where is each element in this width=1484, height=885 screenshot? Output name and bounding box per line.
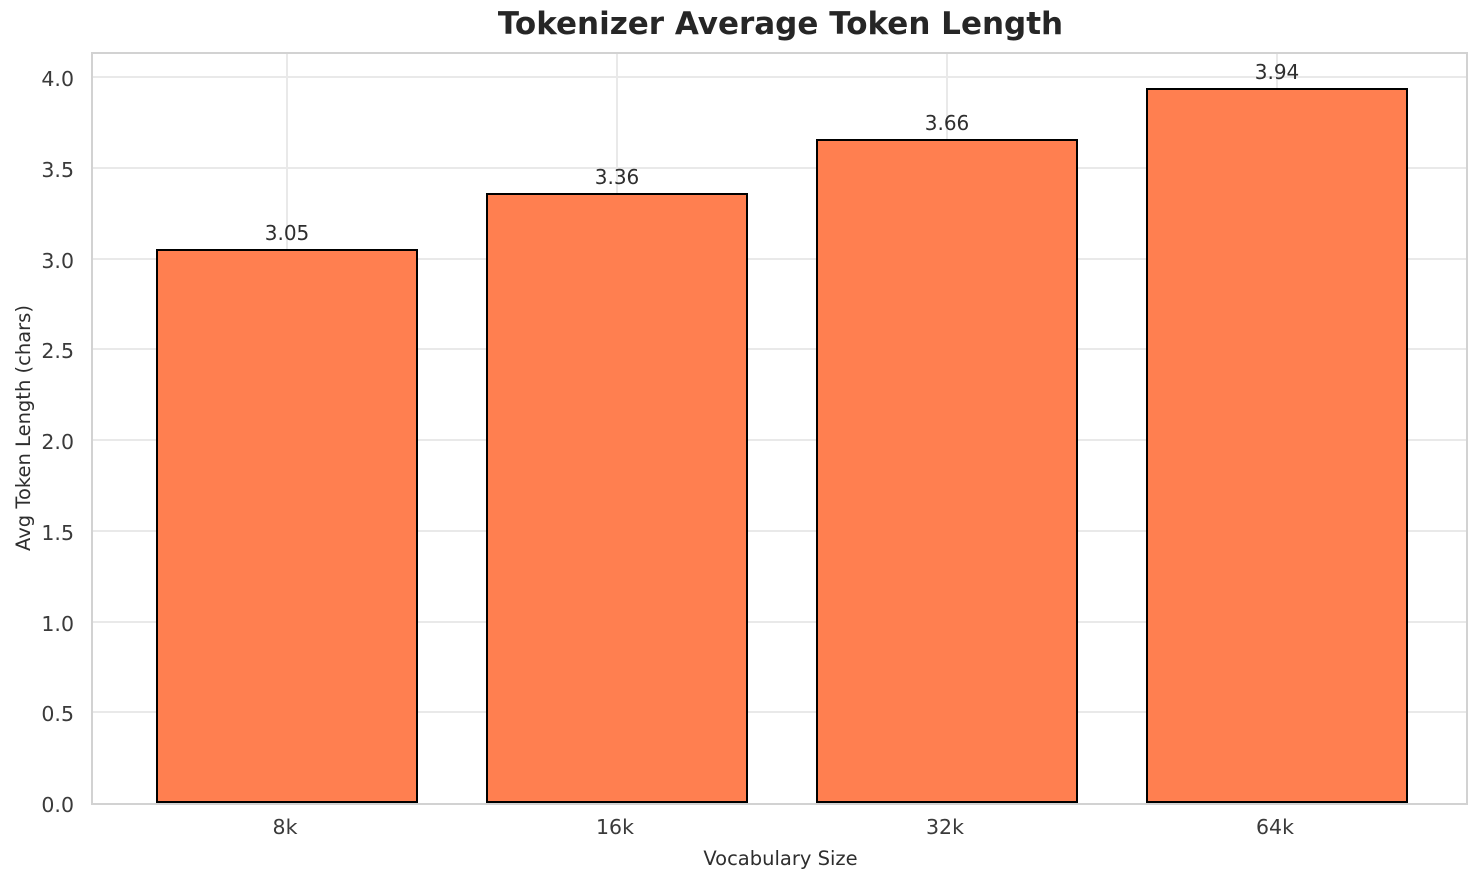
h-gridline xyxy=(93,348,1466,350)
h-gridline xyxy=(93,76,1466,78)
x-axis-label: Vocabulary Size xyxy=(703,847,858,870)
bar-value-label: 3.05 xyxy=(264,221,310,245)
y-tick-label: 1.5 xyxy=(41,521,74,545)
y-tick-label: 4.0 xyxy=(41,67,74,91)
chart-title: Tokenizer Average Token Length xyxy=(497,6,1064,42)
h-gridline xyxy=(93,258,1466,260)
bar-8k xyxy=(156,249,418,803)
x-tick-label: 16k xyxy=(596,815,634,839)
h-gridline xyxy=(93,621,1466,623)
h-gridline xyxy=(93,167,1466,169)
bar-64k xyxy=(1146,88,1408,803)
y-tick-label: 3.0 xyxy=(41,249,74,273)
h-gridline xyxy=(93,439,1466,441)
y-tick-label: 3.5 xyxy=(41,158,74,182)
y-tick-label: 0.0 xyxy=(41,793,74,817)
x-tick-label: 64k xyxy=(1256,815,1294,839)
y-tick-label: 0.5 xyxy=(41,702,74,726)
bar-value-label: 3.66 xyxy=(924,111,970,135)
y-tick-label: 2.0 xyxy=(41,430,74,454)
bar-16k xyxy=(486,193,748,803)
bar-32k xyxy=(816,139,1078,803)
y-tick-label: 1.0 xyxy=(41,612,74,636)
bar-value-label: 3.36 xyxy=(594,165,640,189)
bar-value-label: 3.94 xyxy=(1254,60,1300,84)
x-tick-label: 32k xyxy=(926,815,964,839)
h-gridline xyxy=(93,530,1466,532)
plot-area: 3.05 3.36 3.66 3.94 xyxy=(91,52,1468,805)
y-tick-label: 2.5 xyxy=(41,339,74,363)
x-tick-label: 8k xyxy=(272,815,298,839)
h-gridline xyxy=(93,711,1466,713)
y-axis-label: Avg Token Length (chars) xyxy=(12,305,35,551)
